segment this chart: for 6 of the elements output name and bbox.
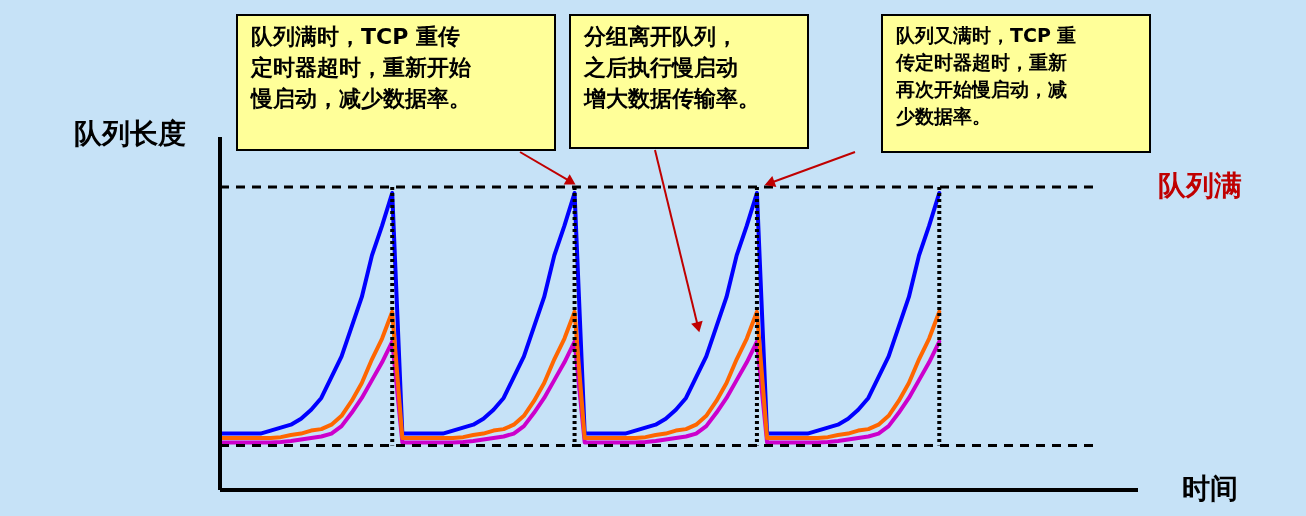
text: 时间 — [1182, 472, 1238, 505]
text: 队列又满时，TCP 重传定时器超时，重新再次开始慢启动，减少数据率。 — [895, 24, 1077, 127]
text: 分组离开队列，之后执行慢启动增大数据传输率。 — [583, 24, 760, 111]
y-axis-title: 队列长度 — [74, 117, 186, 150]
text: 队列满时，TCP 重传定时器超时，重新开始慢启动，减少数据率。 — [249, 24, 471, 111]
ref-line-label: 队列满 — [1158, 169, 1242, 203]
